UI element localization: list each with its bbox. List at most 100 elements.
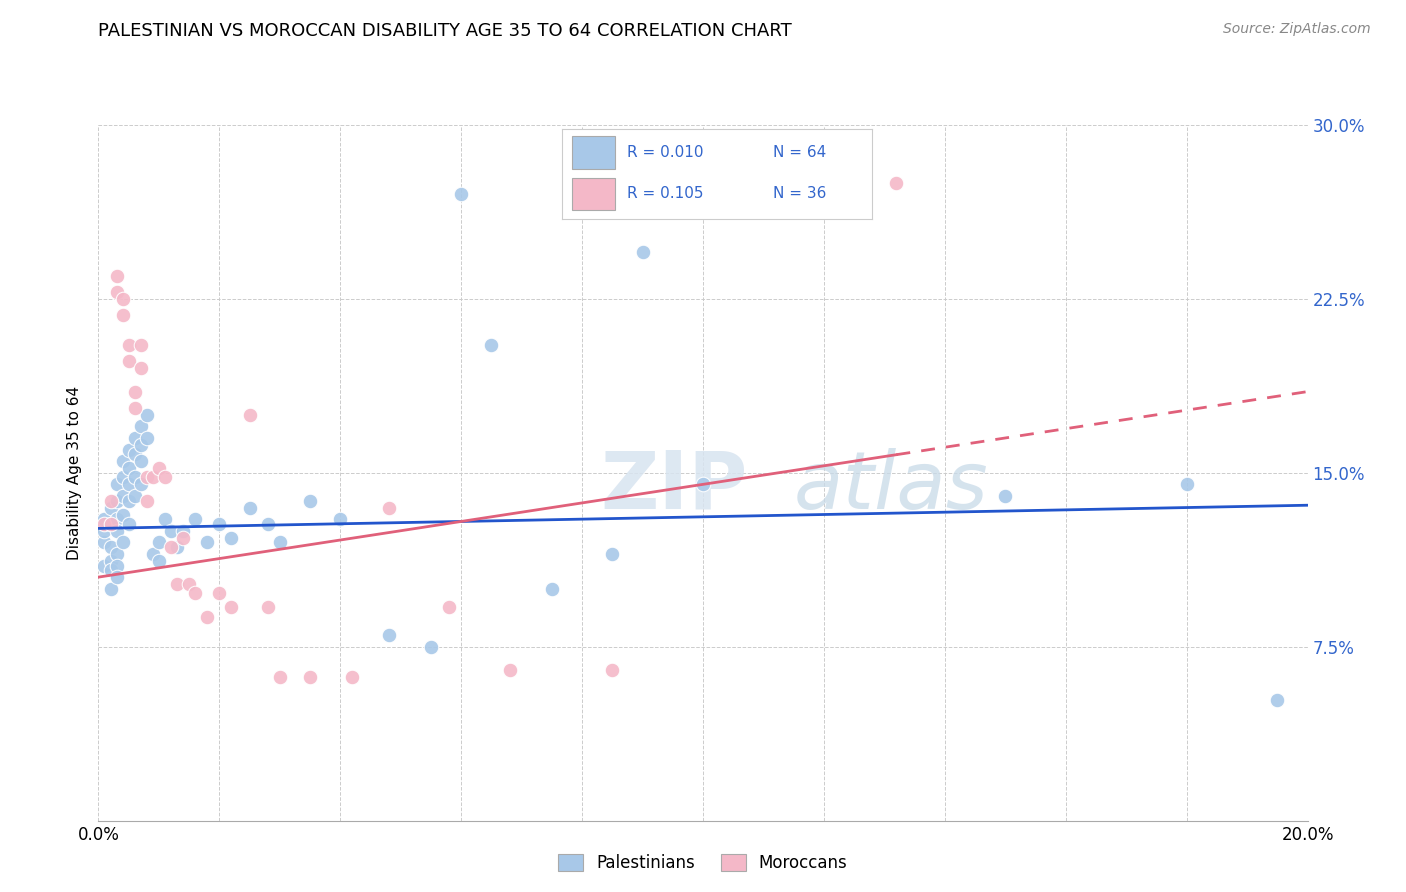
Point <box>481 338 503 352</box>
Point <box>93 524 115 538</box>
Point <box>124 401 146 415</box>
Point <box>118 516 141 531</box>
Point <box>105 524 128 538</box>
Point <box>100 493 122 508</box>
Point <box>994 489 1017 503</box>
Point <box>93 512 115 526</box>
Text: R = 0.010: R = 0.010 <box>627 145 704 160</box>
Point <box>105 268 128 283</box>
Point <box>498 663 520 677</box>
Point <box>111 535 134 549</box>
Point <box>420 640 443 654</box>
Point <box>1267 693 1289 707</box>
Point <box>540 582 562 596</box>
Point <box>105 477 128 491</box>
Point <box>100 540 122 554</box>
Point <box>184 512 207 526</box>
Point <box>886 176 908 190</box>
Point <box>111 470 134 484</box>
Point <box>148 554 170 568</box>
Point <box>342 670 364 684</box>
Point <box>221 600 243 615</box>
Text: N = 36: N = 36 <box>773 186 827 201</box>
Point <box>129 438 152 452</box>
Text: ZIP: ZIP <box>600 448 748 525</box>
Point <box>118 461 141 475</box>
Point <box>148 535 170 549</box>
Point <box>166 540 188 554</box>
Point <box>129 419 152 434</box>
Point <box>129 361 152 376</box>
Point <box>93 535 115 549</box>
Point <box>269 535 291 549</box>
Point <box>166 577 188 591</box>
Text: atlas: atlas <box>793 448 988 525</box>
Point <box>329 512 352 526</box>
Point <box>105 285 128 299</box>
Point <box>256 516 278 531</box>
Point <box>195 535 218 549</box>
Y-axis label: Disability Age 35 to 64: Disability Age 35 to 64 <box>67 385 83 560</box>
Point <box>105 547 128 561</box>
Point <box>105 512 128 526</box>
Point <box>118 493 141 508</box>
Text: Source: ZipAtlas.com: Source: ZipAtlas.com <box>1223 22 1371 37</box>
Point <box>239 500 262 515</box>
Point <box>208 586 231 600</box>
Point <box>142 547 165 561</box>
Point <box>100 500 122 515</box>
Point <box>377 628 399 642</box>
Point <box>135 431 157 445</box>
Point <box>172 531 194 545</box>
Point <box>450 187 472 202</box>
Point <box>118 442 141 457</box>
Point <box>239 408 262 422</box>
Point <box>377 500 399 515</box>
Point <box>269 670 291 684</box>
Point <box>172 524 194 538</box>
Legend: Palestinians, Moroccans: Palestinians, Moroccans <box>551 847 855 879</box>
Point <box>100 516 122 531</box>
Point <box>256 600 278 615</box>
Point <box>160 540 183 554</box>
Point <box>124 489 146 503</box>
Point <box>208 516 231 531</box>
Point <box>100 554 122 568</box>
Point <box>153 470 176 484</box>
Point <box>118 477 141 491</box>
Point <box>299 493 322 508</box>
Point <box>111 292 134 306</box>
FancyBboxPatch shape <box>572 178 614 210</box>
Point <box>111 454 134 468</box>
Point <box>93 516 115 531</box>
Point <box>160 524 183 538</box>
Point <box>100 582 122 596</box>
Point <box>135 470 157 484</box>
Point <box>111 308 134 322</box>
Point <box>195 609 218 624</box>
Point <box>692 477 714 491</box>
Point <box>179 577 201 591</box>
Point <box>111 508 134 522</box>
Text: PALESTINIAN VS MOROCCAN DISABILITY AGE 35 TO 64 CORRELATION CHART: PALESTINIAN VS MOROCCAN DISABILITY AGE 3… <box>98 22 792 40</box>
Point <box>100 516 122 531</box>
Point <box>105 493 128 508</box>
Point <box>142 470 165 484</box>
Text: N = 64: N = 64 <box>773 145 825 160</box>
Point <box>1175 477 1198 491</box>
Point <box>118 338 141 352</box>
Point <box>93 558 115 573</box>
Point <box>437 600 460 615</box>
Point <box>135 493 157 508</box>
Point <box>118 354 141 368</box>
Point <box>153 512 176 526</box>
Point <box>631 245 654 260</box>
Point <box>221 531 243 545</box>
Point <box>124 431 146 445</box>
Text: R = 0.105: R = 0.105 <box>627 186 704 201</box>
Point <box>100 563 122 577</box>
Point <box>184 586 207 600</box>
Point <box>299 670 322 684</box>
Point <box>105 558 128 573</box>
Point <box>124 447 146 461</box>
